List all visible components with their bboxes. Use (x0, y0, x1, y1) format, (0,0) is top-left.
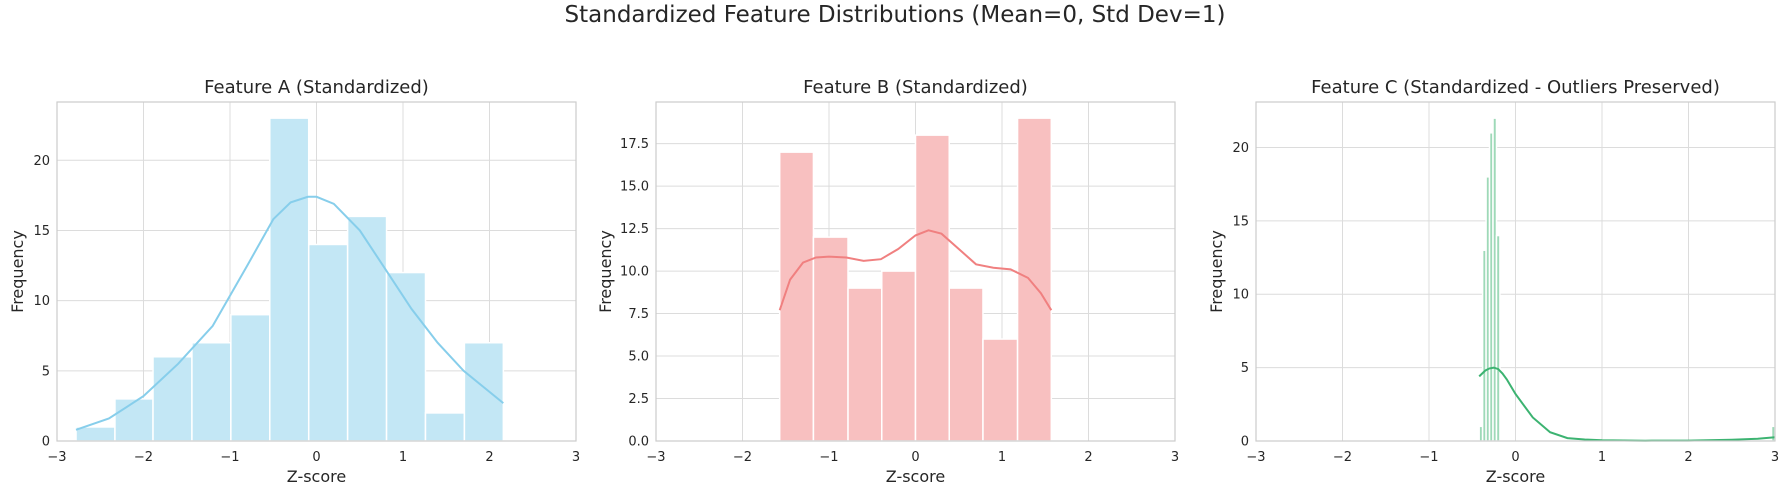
histogram-bar (269, 117, 310, 442)
y-axis-label: Frequency (596, 230, 615, 313)
x-tick-label: 1 (1598, 450, 1606, 465)
y-tick-label: 15 (1232, 214, 1249, 229)
x-tick-label: −2 (733, 450, 752, 465)
x-tick-label: 0 (911, 450, 919, 465)
y-tick-label: 12.5 (620, 222, 649, 237)
histogram-bar (152, 356, 193, 442)
histogram-bar (114, 398, 154, 442)
y-tick-label: 5 (42, 364, 50, 379)
y-axis-label: Frequency (1207, 230, 1226, 313)
x-tick-label: 2 (485, 450, 493, 465)
y-tick-label: 17.5 (620, 137, 649, 152)
x-tick-label: −1 (1419, 450, 1438, 465)
x-tick-label: 1 (399, 450, 407, 465)
histogram-bar (385, 271, 427, 442)
y-tick-label: 10 (33, 294, 50, 309)
histogram-bar (463, 341, 505, 442)
kde-line (1478, 366, 1776, 442)
y-tick-label: 15.0 (620, 180, 649, 195)
chart-title: Feature A (Standardized) (204, 77, 429, 98)
histogram-bar (847, 287, 883, 442)
histogram-bar (982, 338, 1019, 442)
kde-line (778, 229, 1053, 311)
histogram-bar (424, 412, 466, 442)
histogram-bar (346, 215, 388, 442)
histogram-bar (914, 134, 950, 442)
figure-suptitle: Standardized Feature Distributions (Mean… (564, 2, 1226, 28)
y-tick-label: 7.5 (628, 307, 649, 322)
x-tick-label: −3 (646, 450, 665, 465)
axes-frame (1255, 101, 1776, 442)
x-tick-label: −3 (47, 450, 66, 465)
x-tick-label: 2 (1684, 450, 1692, 465)
y-tick-label: 15 (33, 224, 50, 239)
histogram-bar (812, 236, 849, 442)
chart-panel-2: −3 −2 −1 0 1 2 3 0.0 2.5 5.0 7.5 10.0 12.5 15.0 17.5 Fe… (596, 77, 1179, 486)
x-tick-label: 3 (1771, 450, 1779, 465)
y-tick-label: 10.0 (620, 265, 649, 280)
y-tick-label: 2.5 (628, 392, 649, 407)
x-tick-label: −1 (819, 450, 838, 465)
histogram-bar (307, 243, 349, 442)
histogram-bar (948, 287, 984, 442)
x-tick-label: 1 (998, 450, 1006, 465)
y-tick-label: 5.0 (628, 350, 649, 365)
chart-panel-3: −3 −2 −1 0 1 2 3 0 5 10 15 20 Feature C (Standardize… (1207, 77, 1779, 486)
kde-line (75, 195, 504, 431)
axes-frame (655, 101, 1176, 442)
histogram-bar (191, 341, 232, 442)
chart-title: Feature B (Standardized) (803, 77, 1028, 98)
axes-frame (56, 101, 577, 442)
x-tick-label: 0 (312, 450, 320, 465)
chart-title: Feature C (Standardized - Outliers Prese… (1311, 77, 1720, 98)
y-tick-label: 20 (1232, 141, 1249, 156)
y-tick-label: 20 (33, 154, 50, 169)
x-tick-label: 3 (572, 450, 580, 465)
x-axis-label: Z-score (1486, 467, 1545, 486)
histogram-bar (1016, 117, 1053, 442)
x-tick-label: −3 (1246, 450, 1265, 465)
chart-panel-1: −3 −2 −1 0 1 2 3 0 5 10 15 20 Feature A (Standardize… (8, 77, 580, 486)
x-tick-label: −1 (220, 450, 239, 465)
x-axis-label: Z-score (886, 467, 945, 486)
x-tick-label: −2 (134, 450, 153, 465)
histogram-bar (1495, 234, 1501, 442)
x-tick-label: −2 (1333, 450, 1352, 465)
x-tick-label: 3 (1171, 450, 1179, 465)
y-tick-label: 0 (1241, 435, 1249, 450)
x-tick-label: 0 (1511, 450, 1519, 465)
y-tick-label: 10 (1232, 288, 1249, 303)
histogram-bar (75, 426, 116, 442)
histogram-bar (230, 313, 271, 442)
y-axis-label: Frequency (8, 230, 27, 313)
y-tick-label: 5 (1241, 361, 1249, 376)
x-tick-label: 2 (1084, 450, 1092, 465)
y-tick-label: 0 (42, 435, 50, 450)
histogram-bar (881, 270, 917, 442)
x-axis-label: Z-score (287, 467, 346, 486)
y-tick-label: 0.0 (628, 435, 649, 450)
